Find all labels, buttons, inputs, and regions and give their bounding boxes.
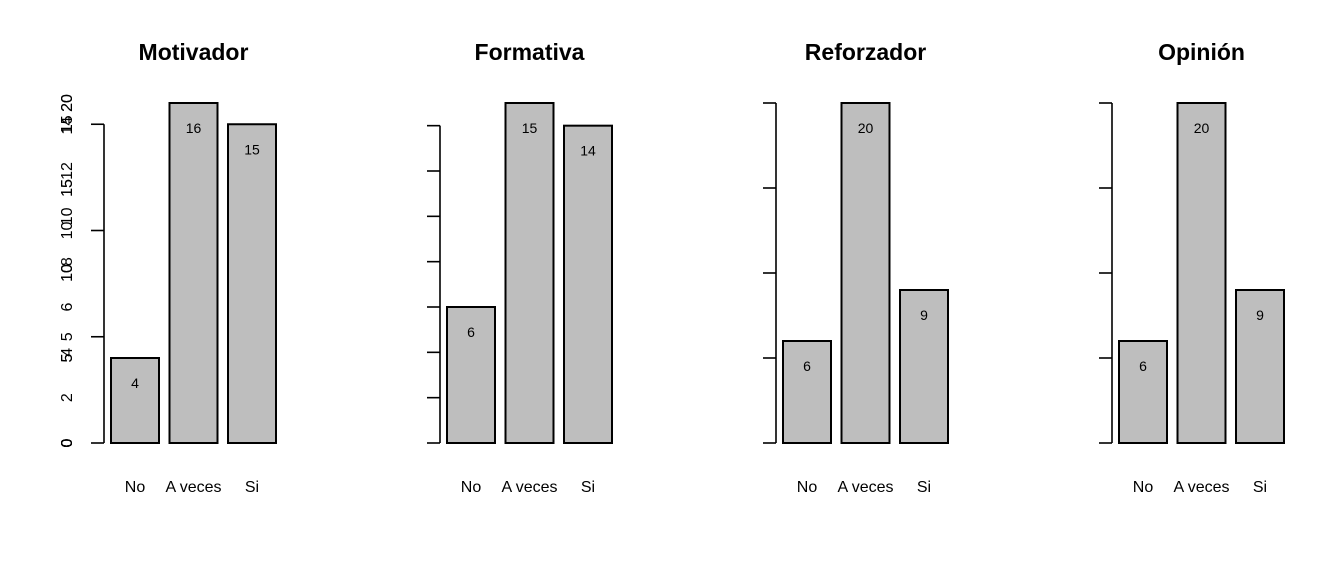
bar-no (782, 340, 832, 444)
bar-value-label: 20 (1194, 120, 1210, 136)
bar-no (446, 306, 496, 444)
x-category-label: A veces (837, 479, 893, 496)
x-category-label: A veces (1173, 479, 1229, 496)
x-category-label: Si (581, 479, 595, 496)
y-tick-label: 10 (59, 222, 76, 240)
chart-title-2: Formativa (475, 39, 585, 65)
x-category-label: Si (245, 479, 259, 496)
bar-value-label: 14 (580, 143, 596, 159)
bar-value-label: 6 (1139, 358, 1147, 374)
y-tick-label: 5 (59, 353, 76, 362)
chart-title-4: Opinión (1158, 39, 1245, 65)
bar-value-label: 4 (131, 375, 139, 391)
bar-no (110, 357, 160, 444)
x-category-label: No (461, 479, 482, 496)
bar-si (563, 124, 613, 445)
bar-value-label: 15 (244, 141, 260, 157)
bar-value-label: 9 (1256, 307, 1264, 323)
y-tick-label: 15 (59, 179, 76, 197)
bar-si (899, 289, 949, 444)
y-tick-label: 4 (59, 348, 76, 357)
bar-si (227, 123, 277, 444)
y-tick-label: 20 (59, 94, 76, 112)
y-tick-label: 10 (59, 207, 76, 225)
y-tick-label: 10 (59, 264, 76, 282)
bar-a-veces (1176, 102, 1227, 444)
x-category-label: No (1133, 479, 1154, 496)
bar-value-label: 9 (920, 307, 928, 323)
y-tick-label: 5 (59, 353, 76, 362)
bar-value-label: 6 (467, 324, 475, 340)
x-category-label: No (797, 479, 818, 496)
y-tick-label: 0 (59, 438, 76, 447)
y-tick-label: 5 (59, 332, 76, 341)
y-tick-label: 0 (59, 438, 76, 447)
bar-a-veces (504, 102, 555, 444)
y-tick-label: 12 (59, 162, 76, 180)
bar-si (1235, 289, 1285, 444)
y-tick-label: 8 (59, 257, 76, 266)
bar-value-label: 15 (522, 120, 538, 136)
y-tick-label: 2 (59, 393, 76, 402)
y-tick-label: 10 (59, 264, 76, 282)
y-tick-label: 0 (59, 438, 76, 447)
chart-title-1: Motivador (139, 39, 249, 65)
y-tick-label: 14 (59, 117, 76, 135)
bar-value-label: 20 (858, 120, 874, 136)
bar-value-label: 6 (803, 358, 811, 374)
bar-value-label: 16 (186, 120, 202, 136)
x-category-label: A veces (165, 479, 221, 496)
bar-no (1118, 340, 1168, 444)
y-tick-label: 15 (59, 115, 76, 133)
x-category-label: Si (1253, 479, 1267, 496)
y-tick-label: 6 (59, 302, 76, 311)
x-category-label: Si (917, 479, 931, 496)
x-category-label: A veces (501, 479, 557, 496)
bar-a-veces (840, 102, 891, 444)
y-tick-label: 15 (59, 179, 76, 197)
chart-title-3: Reforzador (805, 39, 926, 65)
x-category-label: No (125, 479, 146, 496)
y-tick-label: 20 (59, 94, 76, 112)
bar-a-veces (168, 102, 219, 444)
y-tick-label: 0 (59, 438, 76, 447)
